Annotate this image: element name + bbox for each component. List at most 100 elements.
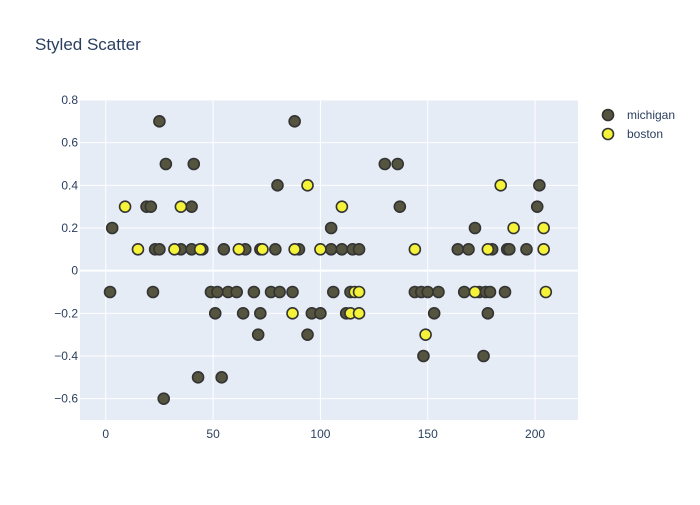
- data-point-michigan[interactable]: [520, 243, 533, 256]
- y-tick-label: 0.2: [61, 221, 78, 235]
- data-point-michigan[interactable]: [187, 157, 201, 171]
- data-point-michigan[interactable]: [352, 243, 366, 256]
- data-point-michigan[interactable]: [247, 285, 261, 299]
- data-point-michigan[interactable]: [457, 285, 471, 299]
- y-tick-label: −0.2: [54, 306, 78, 320]
- data-point-boston[interactable]: [314, 243, 327, 256]
- data-points: [103, 115, 553, 405]
- data-point-michigan[interactable]: [217, 243, 231, 256]
- data-point-michigan[interactable]: [477, 349, 490, 363]
- data-point-michigan[interactable]: [153, 243, 166, 256]
- legend-item-boston[interactable]: boston: [601, 127, 664, 141]
- data-point-boston[interactable]: [537, 221, 550, 235]
- data-point-michigan[interactable]: [103, 285, 117, 299]
- data-point-boston[interactable]: [507, 221, 520, 235]
- data-point-michigan[interactable]: [301, 328, 314, 341]
- data-point-michigan[interactable]: [503, 243, 516, 256]
- data-point-michigan[interactable]: [421, 285, 435, 299]
- data-point-michigan[interactable]: [468, 221, 482, 235]
- data-point-michigan[interactable]: [530, 200, 544, 213]
- data-point-boston[interactable]: [168, 243, 181, 256]
- series-michigan: [103, 115, 546, 405]
- data-point-boston[interactable]: [193, 243, 207, 256]
- axis-ticks: 0 50 100 150 200 −0.6 −0.4 −0.2 0 0.2 0.4 0.6 0.8: [54, 93, 545, 441]
- x-tick-label: 50: [206, 427, 220, 441]
- data-point-boston[interactable]: [537, 243, 550, 256]
- legend-label: michigan: [627, 108, 675, 122]
- data-point-michigan[interactable]: [273, 285, 286, 299]
- data-point-michigan[interactable]: [451, 243, 465, 256]
- data-point-michigan[interactable]: [393, 200, 407, 213]
- data-point-michigan[interactable]: [481, 307, 495, 320]
- data-point-michigan[interactable]: [417, 349, 430, 363]
- data-point-michigan[interactable]: [533, 179, 546, 192]
- legend-item-michigan[interactable]: michigan: [601, 108, 676, 122]
- data-point-michigan[interactable]: [378, 157, 392, 171]
- data-point-michigan[interactable]: [427, 307, 441, 320]
- data-point-boston[interactable]: [286, 307, 299, 320]
- data-point-michigan[interactable]: [105, 221, 119, 235]
- data-point-michigan[interactable]: [483, 285, 497, 299]
- data-point-boston[interactable]: [232, 243, 246, 256]
- data-point-boston[interactable]: [131, 243, 145, 256]
- data-point-michigan[interactable]: [159, 157, 173, 171]
- data-point-boston[interactable]: [174, 200, 188, 213]
- data-point-michigan[interactable]: [215, 371, 228, 384]
- series-boston: [118, 179, 553, 341]
- data-point-michigan[interactable]: [462, 243, 475, 256]
- data-point-michigan[interactable]: [185, 200, 198, 213]
- data-point-michigan[interactable]: [157, 392, 171, 405]
- data-point-boston[interactable]: [256, 243, 269, 256]
- data-point-michigan[interactable]: [271, 179, 284, 192]
- y-tick-label: −0.6: [54, 392, 78, 406]
- data-point-boston[interactable]: [352, 307, 366, 320]
- data-point-michigan[interactable]: [153, 115, 166, 128]
- data-point-michigan[interactable]: [146, 285, 160, 299]
- data-point-boston[interactable]: [419, 328, 432, 341]
- data-point-michigan[interactable]: [324, 221, 338, 235]
- data-point-boston[interactable]: [481, 243, 495, 256]
- data-point-michigan[interactable]: [391, 157, 404, 171]
- data-point-michigan[interactable]: [211, 285, 224, 299]
- data-point-michigan[interactable]: [191, 371, 205, 384]
- data-point-boston[interactable]: [301, 179, 314, 192]
- y-tick-label: 0.8: [61, 93, 78, 107]
- x-tick-label: 100: [310, 427, 330, 441]
- x-tick-label: 0: [102, 427, 109, 441]
- data-point-michigan[interactable]: [286, 285, 299, 299]
- data-point-michigan[interactable]: [335, 243, 349, 256]
- data-point-michigan[interactable]: [236, 307, 250, 320]
- data-point-michigan[interactable]: [326, 285, 340, 299]
- legend-marker: [601, 108, 615, 122]
- data-point-boston[interactable]: [408, 243, 422, 256]
- data-point-michigan[interactable]: [144, 200, 158, 213]
- data-point-michigan[interactable]: [498, 285, 512, 299]
- data-point-boston[interactable]: [494, 179, 508, 192]
- data-point-boston[interactable]: [468, 285, 482, 299]
- data-point-michigan[interactable]: [314, 307, 327, 320]
- data-point-michigan[interactable]: [230, 285, 243, 299]
- data-point-boston[interactable]: [288, 243, 301, 256]
- data-point-boston[interactable]: [335, 200, 349, 213]
- legend-label: boston: [627, 127, 663, 141]
- data-point-michigan[interactable]: [432, 285, 445, 299]
- x-tick-label: 200: [525, 427, 545, 441]
- y-tick-label: 0.6: [61, 136, 78, 150]
- legend[interactable]: michigan boston: [601, 108, 676, 141]
- data-point-michigan[interactable]: [269, 243, 282, 256]
- x-tick-label: 150: [418, 427, 438, 441]
- data-point-michigan[interactable]: [208, 307, 222, 320]
- legend-marker: [601, 127, 615, 141]
- chart-title: Styled Scatter: [35, 35, 141, 54]
- data-point-michigan[interactable]: [254, 307, 267, 320]
- data-point-michigan[interactable]: [251, 328, 265, 341]
- data-point-michigan[interactable]: [324, 243, 338, 256]
- data-point-boston[interactable]: [539, 285, 553, 299]
- plot-background: [80, 100, 578, 420]
- data-point-boston[interactable]: [352, 285, 366, 299]
- data-point-boston[interactable]: [118, 200, 132, 213]
- y-tick-label: 0: [71, 264, 78, 278]
- data-point-michigan[interactable]: [288, 115, 301, 128]
